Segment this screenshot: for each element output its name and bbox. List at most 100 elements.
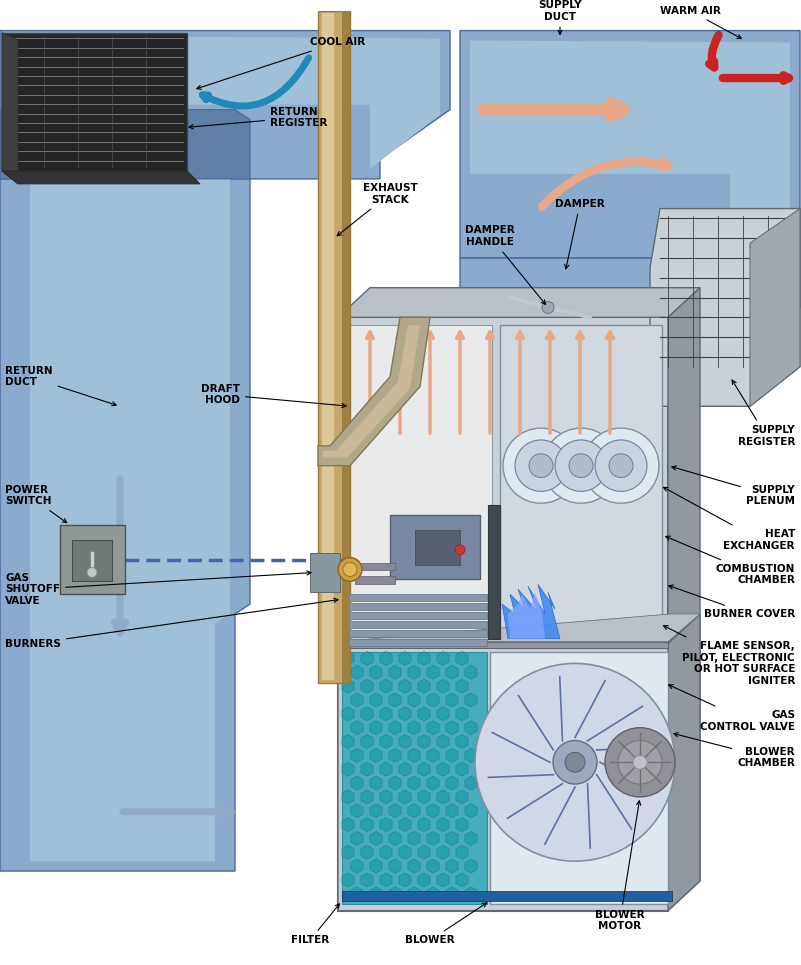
Polygon shape	[342, 707, 354, 721]
Polygon shape	[465, 804, 477, 817]
Text: RETURN
DUCT: RETURN DUCT	[5, 366, 116, 405]
Polygon shape	[380, 845, 392, 859]
Text: BLOWER
MOTOR: BLOWER MOTOR	[595, 801, 645, 931]
Polygon shape	[380, 762, 392, 776]
Polygon shape	[10, 36, 440, 169]
Polygon shape	[370, 887, 382, 900]
Circle shape	[605, 728, 675, 797]
Text: HEAT
EXCHANGER: HEAT EXCHANGER	[663, 487, 795, 551]
Polygon shape	[465, 749, 477, 762]
Polygon shape	[446, 721, 458, 734]
Polygon shape	[389, 804, 401, 817]
Circle shape	[569, 454, 593, 478]
Polygon shape	[437, 790, 449, 804]
Polygon shape	[418, 762, 430, 776]
Polygon shape	[408, 832, 420, 845]
Polygon shape	[427, 776, 439, 790]
Bar	[338, 642, 668, 648]
Polygon shape	[30, 129, 230, 861]
Polygon shape	[508, 593, 545, 639]
Polygon shape	[418, 707, 430, 721]
Circle shape	[475, 663, 675, 861]
Text: DRAFT
HOOD: DRAFT HOOD	[201, 384, 346, 407]
Polygon shape	[342, 790, 354, 804]
Polygon shape	[351, 804, 363, 817]
Bar	[355, 576, 395, 585]
Circle shape	[542, 301, 554, 314]
Polygon shape	[456, 679, 468, 693]
Circle shape	[633, 756, 647, 769]
Polygon shape	[0, 31, 450, 179]
Bar	[342, 630, 487, 637]
Bar	[2, 33, 187, 171]
Bar	[355, 563, 395, 570]
Bar	[490, 651, 668, 903]
Polygon shape	[351, 749, 363, 762]
Polygon shape	[2, 33, 18, 184]
Text: BURNERS: BURNERS	[5, 598, 338, 648]
Circle shape	[543, 428, 619, 503]
Circle shape	[455, 545, 465, 555]
Polygon shape	[427, 859, 439, 873]
Polygon shape	[361, 790, 373, 804]
Polygon shape	[0, 110, 250, 179]
Circle shape	[515, 440, 567, 491]
Polygon shape	[437, 873, 449, 887]
Polygon shape	[427, 693, 439, 707]
Polygon shape	[427, 666, 439, 679]
Polygon shape	[456, 707, 468, 721]
Polygon shape	[418, 873, 430, 887]
Text: GAS
CONTROL VALVE: GAS CONTROL VALVE	[669, 685, 795, 731]
Polygon shape	[399, 762, 411, 776]
Polygon shape	[338, 614, 700, 642]
Polygon shape	[380, 651, 392, 666]
Polygon shape	[351, 859, 363, 873]
Polygon shape	[399, 679, 411, 693]
Bar	[342, 325, 492, 637]
Polygon shape	[437, 845, 449, 859]
Polygon shape	[399, 817, 411, 832]
Text: POWER
SWITCH: POWER SWITCH	[5, 484, 66, 523]
Polygon shape	[418, 817, 430, 832]
Text: FILTER: FILTER	[291, 904, 340, 946]
Bar	[488, 506, 500, 639]
Text: DAMPER: DAMPER	[555, 199, 605, 269]
Polygon shape	[465, 693, 477, 707]
Bar	[322, 13, 334, 680]
Polygon shape	[342, 845, 354, 859]
Polygon shape	[456, 817, 468, 832]
Polygon shape	[408, 693, 420, 707]
Circle shape	[343, 563, 357, 576]
Text: SUPPLY
DUCT: SUPPLY DUCT	[538, 0, 582, 35]
Polygon shape	[380, 873, 392, 887]
Polygon shape	[323, 325, 420, 457]
Text: COMBUSTION
CHAMBER: COMBUSTION CHAMBER	[666, 537, 795, 585]
Polygon shape	[338, 288, 700, 317]
Polygon shape	[446, 887, 458, 900]
Polygon shape	[380, 679, 392, 693]
Polygon shape	[668, 288, 700, 644]
Text: EXHAUST
STACK: EXHAUST STACK	[337, 183, 417, 235]
Polygon shape	[750, 208, 800, 406]
Polygon shape	[437, 817, 449, 832]
Bar	[342, 651, 487, 903]
Bar	[342, 612, 487, 619]
Polygon shape	[465, 721, 477, 734]
Polygon shape	[408, 859, 420, 873]
Polygon shape	[399, 734, 411, 749]
Text: WARM AIR: WARM AIR	[659, 6, 742, 39]
Polygon shape	[408, 776, 420, 790]
Polygon shape	[370, 804, 382, 817]
Text: BLOWER: BLOWER	[405, 903, 487, 946]
Bar	[342, 594, 487, 601]
Polygon shape	[370, 776, 382, 790]
Polygon shape	[456, 734, 468, 749]
Polygon shape	[460, 208, 800, 387]
Circle shape	[529, 454, 553, 478]
Polygon shape	[389, 693, 401, 707]
Circle shape	[618, 740, 662, 784]
Polygon shape	[389, 666, 401, 679]
Polygon shape	[361, 679, 373, 693]
Text: BURNER COVER: BURNER COVER	[669, 585, 795, 619]
Polygon shape	[427, 887, 439, 900]
